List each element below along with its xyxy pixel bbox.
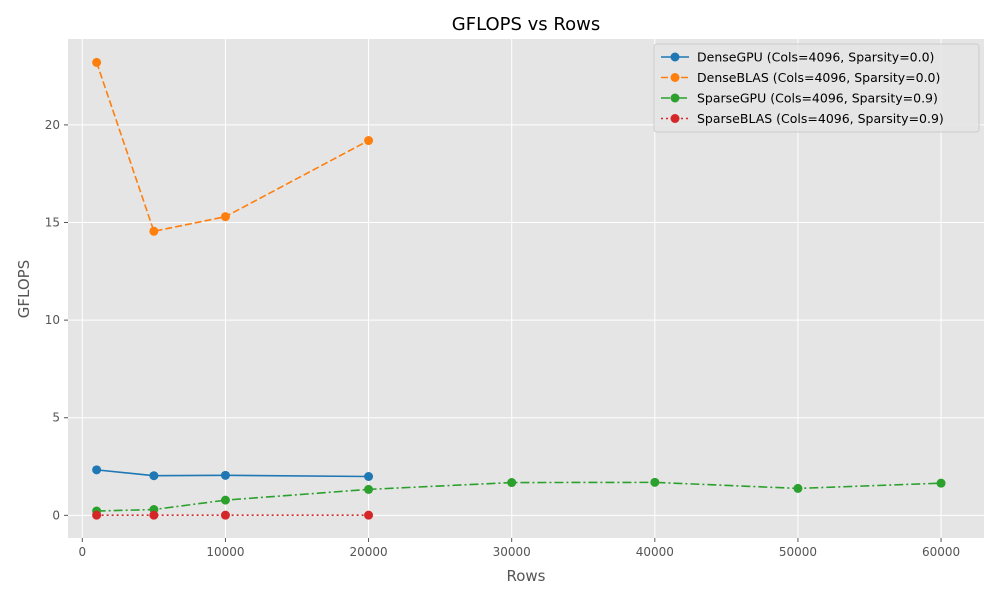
series-3 [92, 510, 374, 520]
data-point [220, 470, 230, 480]
data-point [936, 478, 946, 488]
y-tick-label: 15 [45, 216, 60, 230]
legend-marker [670, 93, 680, 103]
legend-label: DenseBLAS (Cols=4096, Sparsity=0.0) [697, 70, 940, 85]
y-tick-label: 10 [45, 313, 60, 327]
series-0 [92, 465, 374, 482]
series-2 [92, 477, 946, 516]
data-point [149, 471, 159, 481]
legend-label: SparseBLAS (Cols=4096, Sparsity=0.9) [697, 111, 944, 126]
series-line [95, 62, 369, 233]
x-axis-label: Rows [506, 567, 545, 585]
legend-item: DenseBLAS (Cols=4096, Sparsity=0.0) [661, 70, 940, 85]
series-layer [92, 57, 946, 520]
x-tick-label: 0 [78, 545, 86, 559]
y-axis-label: GFLOPS [15, 260, 33, 318]
data-point [220, 212, 230, 222]
data-point [92, 510, 102, 520]
legend-label: DenseGPU (Cols=4096, Sparsity=0.0) [697, 50, 934, 65]
x-tick-label: 40000 [636, 545, 674, 559]
chart-title: GFLOPS vs Rows [452, 14, 600, 35]
data-point [364, 136, 374, 146]
legend-item: SparseGPU (Cols=4096, Sparsity=0.9) [661, 91, 938, 106]
legend-box [653, 43, 980, 133]
y-tick-label: 5 [52, 411, 60, 425]
data-point [149, 226, 159, 236]
data-point [149, 510, 159, 520]
data-point [220, 510, 230, 520]
data-point [364, 484, 374, 494]
data-point [364, 472, 374, 482]
y-tick-label: 0 [52, 508, 60, 522]
legend-marker [670, 114, 680, 123]
legend-marker [670, 52, 680, 62]
legend-item: DenseGPU (Cols=4096, Sparsity=0.0) [661, 50, 934, 65]
x-tick-label: 30000 [493, 545, 531, 559]
x-tick-label: 10000 [206, 545, 244, 559]
legend-marker [670, 73, 680, 82]
data-point [650, 477, 660, 487]
legend-item: SparseBLAS (Cols=4096, Sparsity=0.9) [661, 111, 944, 126]
data-point [507, 478, 517, 488]
x-tick-label: 50000 [779, 545, 817, 559]
data-point [92, 57, 102, 67]
data-point [220, 495, 230, 505]
legend: DenseGPU (Cols=4096, Sparsity=0.0) DenseB… [653, 43, 980, 133]
series-line [96, 469, 369, 478]
series-line [96, 481, 942, 512]
y-tick-label: 20 [45, 118, 60, 132]
legend-label: SparseGPU (Cols=4096, Sparsity=0.9) [697, 91, 938, 106]
axes: 0 10000 20000 30000 40000 50000 60000 0 5 10 15 20 [45, 118, 960, 559]
x-tick-label: 20000 [349, 545, 387, 559]
data-point [793, 483, 803, 493]
series-1 [92, 57, 374, 236]
data-point [92, 465, 102, 475]
data-point [364, 510, 374, 520]
x-tick-label: 60000 [922, 545, 960, 559]
